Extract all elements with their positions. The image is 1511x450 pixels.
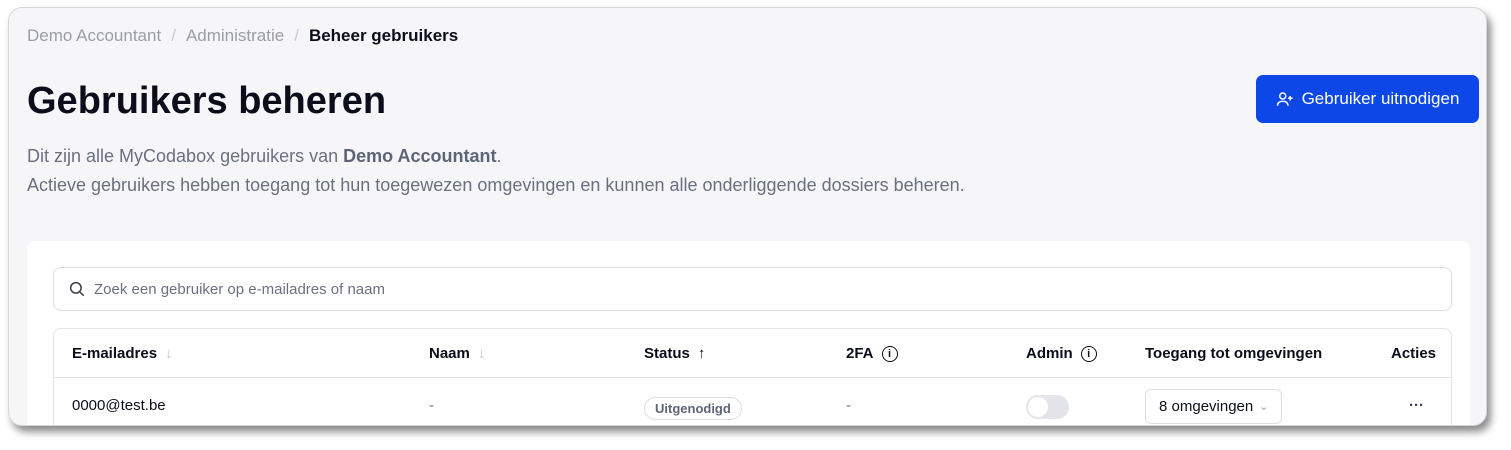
col-admin-label: Admin xyxy=(1026,345,1073,362)
desc-text: Dit zijn alle MyCodabox gebruikers van xyxy=(27,146,344,166)
col-actions: Acties xyxy=(1391,345,1437,362)
col-status[interactable]: Status ↑ xyxy=(644,345,705,362)
page-description: Dit zijn alle MyCodabox gebruikers van D… xyxy=(27,142,965,200)
col-email-label: E-mailadres xyxy=(72,345,158,362)
col-status-label: Status xyxy=(644,345,690,362)
access-dropdown[interactable]: 8 omgevingen ⌄ xyxy=(1145,389,1283,424)
col-admin: Admin i xyxy=(1026,345,1097,362)
breadcrumb-administratie[interactable]: Administratie xyxy=(185,26,285,45)
desc-line2: Actieve gebruikers hebben toegang tot hu… xyxy=(27,175,965,195)
more-actions-icon[interactable]: ··· xyxy=(1409,397,1424,414)
desc-org: Demo Accountant xyxy=(343,146,497,166)
sort-down-icon: ↓ xyxy=(165,345,173,362)
chevron-down-icon: ⌄ xyxy=(1259,401,1269,413)
breadcrumb-demo-accountant[interactable]: Demo Accountant xyxy=(27,26,162,45)
users-card: Zoek een gebruiker op e-mailadres of naa… xyxy=(27,241,1470,425)
search-icon xyxy=(69,281,85,297)
admin-toggle[interactable] xyxy=(1026,395,1069,419)
invite-user-button[interactable]: Gebruiker uitnodigen xyxy=(1256,75,1479,123)
access-value: 8 omgevingen xyxy=(1159,398,1254,415)
breadcrumb-current: Beheer gebruikers xyxy=(308,26,459,45)
info-icon[interactable]: i xyxy=(881,345,898,362)
row-name: - xyxy=(429,397,434,414)
users-table: E-mailadres ↓ Naam ↓ Status ↑ 2FA i Admin i T… xyxy=(53,328,1452,425)
row-email: 0000@test.be xyxy=(72,397,166,414)
page-title: Gebruikers beheren xyxy=(27,80,387,122)
col-2fa-label: 2FA xyxy=(846,345,874,362)
status-badge: Uitgenodigd xyxy=(644,397,742,420)
app-window: Demo Accountant / Administratie / Beheer g… xyxy=(8,7,1487,426)
info-icon[interactable]: i xyxy=(1080,345,1097,362)
col-name-label: Naam xyxy=(429,345,470,362)
breadcrumb-separator: / xyxy=(294,26,299,45)
sort-up-icon: ↑ xyxy=(697,345,706,362)
breadcrumb: Demo Accountant / Administratie / Beheer g… xyxy=(27,26,458,46)
user-plus-icon xyxy=(1276,92,1293,106)
sort-down-icon: ↓ xyxy=(477,345,486,362)
row-2fa: - xyxy=(846,397,851,414)
breadcrumb-separator: / xyxy=(171,26,176,45)
col-name[interactable]: Naam ↓ xyxy=(429,345,485,362)
col-2fa: 2FA i xyxy=(846,345,898,362)
desc-period: . xyxy=(496,146,502,166)
col-access: Toegang tot omgevingen xyxy=(1145,345,1323,362)
col-email[interactable]: E-mailadres ↓ xyxy=(72,345,173,362)
invite-user-label: Gebruiker uitnodigen xyxy=(1301,89,1460,108)
search-placeholder: Zoek een gebruiker op e-mailadres of naa… xyxy=(94,280,385,298)
search-input[interactable]: Zoek een gebruiker op e-mailadres of naa… xyxy=(53,267,1452,311)
header-divider xyxy=(54,377,1451,378)
